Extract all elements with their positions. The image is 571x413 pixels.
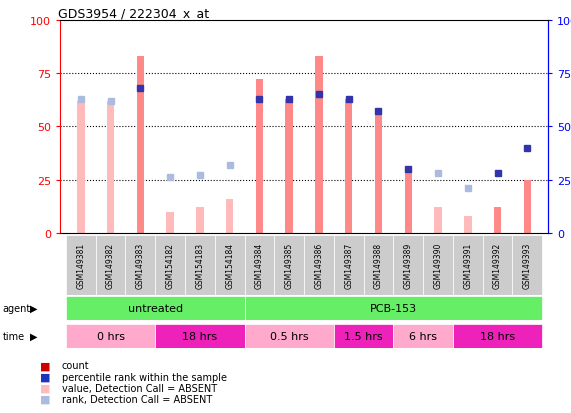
Bar	[315, 57, 323, 233]
Text: GSM149389: GSM149389	[404, 242, 413, 288]
Bar	[345, 100, 352, 233]
Text: GSM149383: GSM149383	[136, 242, 145, 288]
Bar	[375, 112, 382, 233]
Text: ■: ■	[40, 361, 50, 370]
Text: GSM149384: GSM149384	[255, 242, 264, 288]
Text: GSM149391: GSM149391	[463, 242, 472, 288]
Bar	[66, 297, 244, 320]
Text: GSM149386: GSM149386	[315, 242, 323, 288]
Bar	[274, 235, 304, 295]
Text: GSM149385: GSM149385	[285, 242, 293, 288]
Text: PCB-153: PCB-153	[370, 303, 417, 313]
Text: ■: ■	[40, 372, 50, 382]
Bar	[286, 100, 293, 233]
Text: GSM149388: GSM149388	[374, 242, 383, 288]
Bar	[334, 325, 393, 348]
Text: GSM154183: GSM154183	[195, 242, 204, 288]
Text: 0.5 hrs: 0.5 hrs	[270, 331, 308, 342]
Bar	[453, 325, 542, 348]
Bar	[494, 208, 501, 233]
Bar	[196, 208, 204, 233]
Bar	[524, 180, 531, 233]
Bar	[334, 235, 364, 295]
Bar	[244, 297, 542, 320]
Bar	[304, 235, 334, 295]
Bar	[393, 325, 453, 348]
Bar	[244, 325, 334, 348]
Text: GSM149387: GSM149387	[344, 242, 353, 288]
Text: GDS3954 / 222304_x_at: GDS3954 / 222304_x_at	[58, 7, 208, 19]
Bar	[404, 169, 412, 233]
Text: 6 hrs: 6 hrs	[409, 331, 437, 342]
Text: GSM154182: GSM154182	[166, 242, 175, 288]
Text: rank, Detection Call = ABSENT: rank, Detection Call = ABSENT	[62, 394, 212, 404]
Text: GSM149381: GSM149381	[77, 242, 85, 288]
Bar	[226, 199, 234, 233]
Text: ▶: ▶	[30, 331, 37, 342]
Text: GSM154184: GSM154184	[225, 242, 234, 288]
Bar	[155, 325, 244, 348]
Text: 0 hrs: 0 hrs	[96, 331, 124, 342]
Text: value, Detection Call = ABSENT: value, Detection Call = ABSENT	[62, 383, 217, 393]
Bar	[512, 235, 542, 295]
Bar	[464, 216, 472, 233]
Bar	[96, 235, 126, 295]
Bar	[215, 235, 244, 295]
Bar	[244, 235, 274, 295]
Bar	[364, 235, 393, 295]
Text: GSM149393: GSM149393	[523, 242, 532, 289]
Text: agent: agent	[3, 303, 31, 313]
Bar	[256, 80, 263, 233]
Bar	[435, 208, 442, 233]
Bar	[185, 235, 215, 295]
Bar	[393, 235, 423, 295]
Bar	[155, 235, 185, 295]
Bar	[136, 57, 144, 233]
Text: GSM149382: GSM149382	[106, 242, 115, 288]
Text: GSM149392: GSM149392	[493, 242, 502, 288]
Text: untreated: untreated	[128, 303, 183, 313]
Bar	[423, 235, 453, 295]
Text: 1.5 hrs: 1.5 hrs	[344, 331, 383, 342]
Text: count: count	[62, 361, 89, 370]
Text: ■: ■	[40, 383, 50, 393]
Bar	[77, 102, 85, 233]
Text: 18 hrs: 18 hrs	[182, 331, 218, 342]
Bar	[453, 235, 482, 295]
Text: time: time	[3, 331, 25, 342]
Text: GSM149390: GSM149390	[433, 242, 443, 289]
Text: percentile rank within the sample: percentile rank within the sample	[62, 372, 227, 382]
Bar	[107, 102, 114, 233]
Text: 18 hrs: 18 hrs	[480, 331, 515, 342]
Bar	[126, 235, 155, 295]
Bar	[66, 325, 155, 348]
Text: ▶: ▶	[30, 303, 37, 313]
Bar	[166, 212, 174, 233]
Text: ■: ■	[40, 394, 50, 404]
Bar	[66, 235, 96, 295]
Bar	[482, 235, 512, 295]
